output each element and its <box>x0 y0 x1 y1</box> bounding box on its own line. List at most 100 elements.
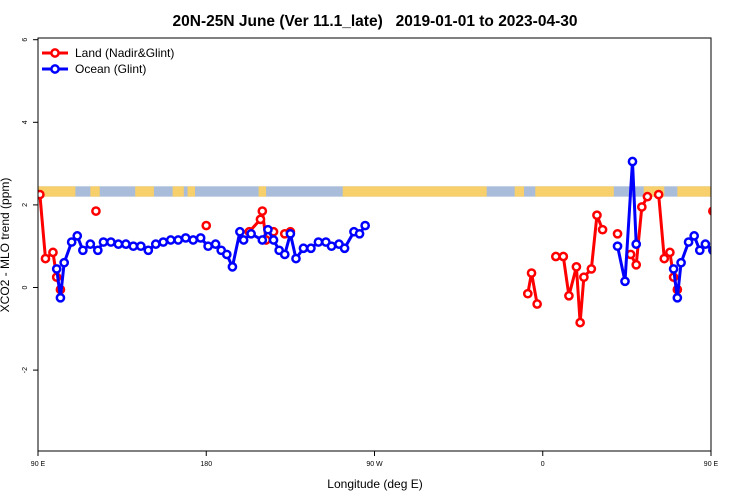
data-point <box>143 245 154 256</box>
data-point <box>717 238 724 245</box>
data-point <box>558 251 569 262</box>
y-tick-label: 4 <box>22 120 29 124</box>
strip-land <box>514 186 525 197</box>
data-point <box>694 245 705 256</box>
data-point <box>263 224 273 235</box>
series-line <box>629 195 649 267</box>
y-tick-label: 2 <box>22 203 29 207</box>
data-point <box>597 224 608 235</box>
legend-marker <box>50 48 60 58</box>
data-point <box>98 237 109 247</box>
strip-land <box>535 186 614 197</box>
data-point <box>708 206 711 216</box>
data-point <box>48 247 58 258</box>
data-point <box>579 272 589 283</box>
data-point <box>636 202 647 212</box>
strip-land <box>258 186 267 197</box>
data-point <box>564 290 574 301</box>
data-point <box>526 268 537 278</box>
series-line <box>616 160 638 283</box>
x-tick-label: 0 <box>541 461 545 468</box>
data-point <box>683 237 694 247</box>
chart-title: 20N-25N June (Ver 11.1_late) 2019-01-01 … <box>173 13 578 30</box>
data-point <box>700 239 711 249</box>
data-point <box>285 228 296 239</box>
series-land <box>38 189 711 328</box>
data-point <box>739 241 746 248</box>
strip-land <box>342 186 487 197</box>
legend-marker <box>50 64 60 74</box>
data-point <box>128 241 139 252</box>
data-point <box>257 206 268 216</box>
data-point <box>195 233 206 243</box>
strip-land <box>135 186 154 197</box>
data-point <box>203 241 213 252</box>
y-tick-label: -2 <box>22 367 29 373</box>
data-point <box>676 257 686 268</box>
data-point <box>627 156 638 167</box>
data-point <box>279 249 290 260</box>
strip-land <box>172 186 184 197</box>
y-tick-label: 6 <box>22 38 29 42</box>
data-point <box>672 292 683 303</box>
data-point <box>188 235 199 245</box>
strip-land <box>187 186 196 197</box>
strip-land <box>643 186 665 197</box>
data-point <box>298 243 309 254</box>
data-point <box>91 206 101 216</box>
data-point <box>59 257 70 268</box>
data-point <box>550 251 561 262</box>
data-point <box>210 239 221 249</box>
data-point <box>255 214 266 225</box>
data-point <box>135 241 146 252</box>
data-point <box>612 228 623 239</box>
data-point <box>360 220 371 231</box>
data-point <box>150 239 161 249</box>
strip-land <box>677 186 711 197</box>
data-point <box>532 299 542 309</box>
series-layer <box>38 156 750 328</box>
data-point <box>201 220 212 231</box>
data-point <box>747 243 750 250</box>
map-strip <box>38 186 711 197</box>
data-point <box>708 245 711 255</box>
data-point <box>121 239 131 249</box>
data-point <box>268 235 279 245</box>
x-tick-label: 180 <box>200 461 212 468</box>
data-point <box>246 228 256 239</box>
data-point <box>158 237 169 247</box>
data-point <box>339 243 350 254</box>
data-point <box>38 189 45 200</box>
data-point <box>72 231 83 241</box>
data-point <box>575 317 585 328</box>
legend-label: Ocean (Glint) <box>75 62 146 76</box>
data-point <box>522 288 533 299</box>
strip-land <box>90 186 100 197</box>
data-point <box>55 292 66 303</box>
data-point <box>724 238 731 245</box>
data-point <box>66 237 77 247</box>
data-point <box>571 262 582 272</box>
x-tick-label: 90 W <box>366 461 383 468</box>
data-point <box>165 235 176 245</box>
data-point <box>227 262 238 272</box>
y-tick-label: 0 <box>22 285 29 289</box>
y-axis-label: XCO2 - MLO trend (ppm) <box>0 178 12 313</box>
strip-land <box>38 186 76 197</box>
data-point <box>354 228 365 239</box>
data-point <box>257 235 268 245</box>
x-axis-label: Longitude (deg E) <box>327 477 422 491</box>
data-point <box>313 237 324 247</box>
data-point <box>653 189 664 200</box>
data-point <box>631 239 642 249</box>
data-point <box>235 226 245 237</box>
data-point <box>592 210 602 221</box>
data-point <box>612 241 623 252</box>
series-line <box>55 224 367 300</box>
data-point <box>78 245 88 256</box>
x-tick-label: 90 E <box>31 461 46 468</box>
data-point <box>173 235 184 245</box>
data-point <box>665 247 675 258</box>
data-point <box>659 253 670 264</box>
data-point <box>221 249 232 260</box>
